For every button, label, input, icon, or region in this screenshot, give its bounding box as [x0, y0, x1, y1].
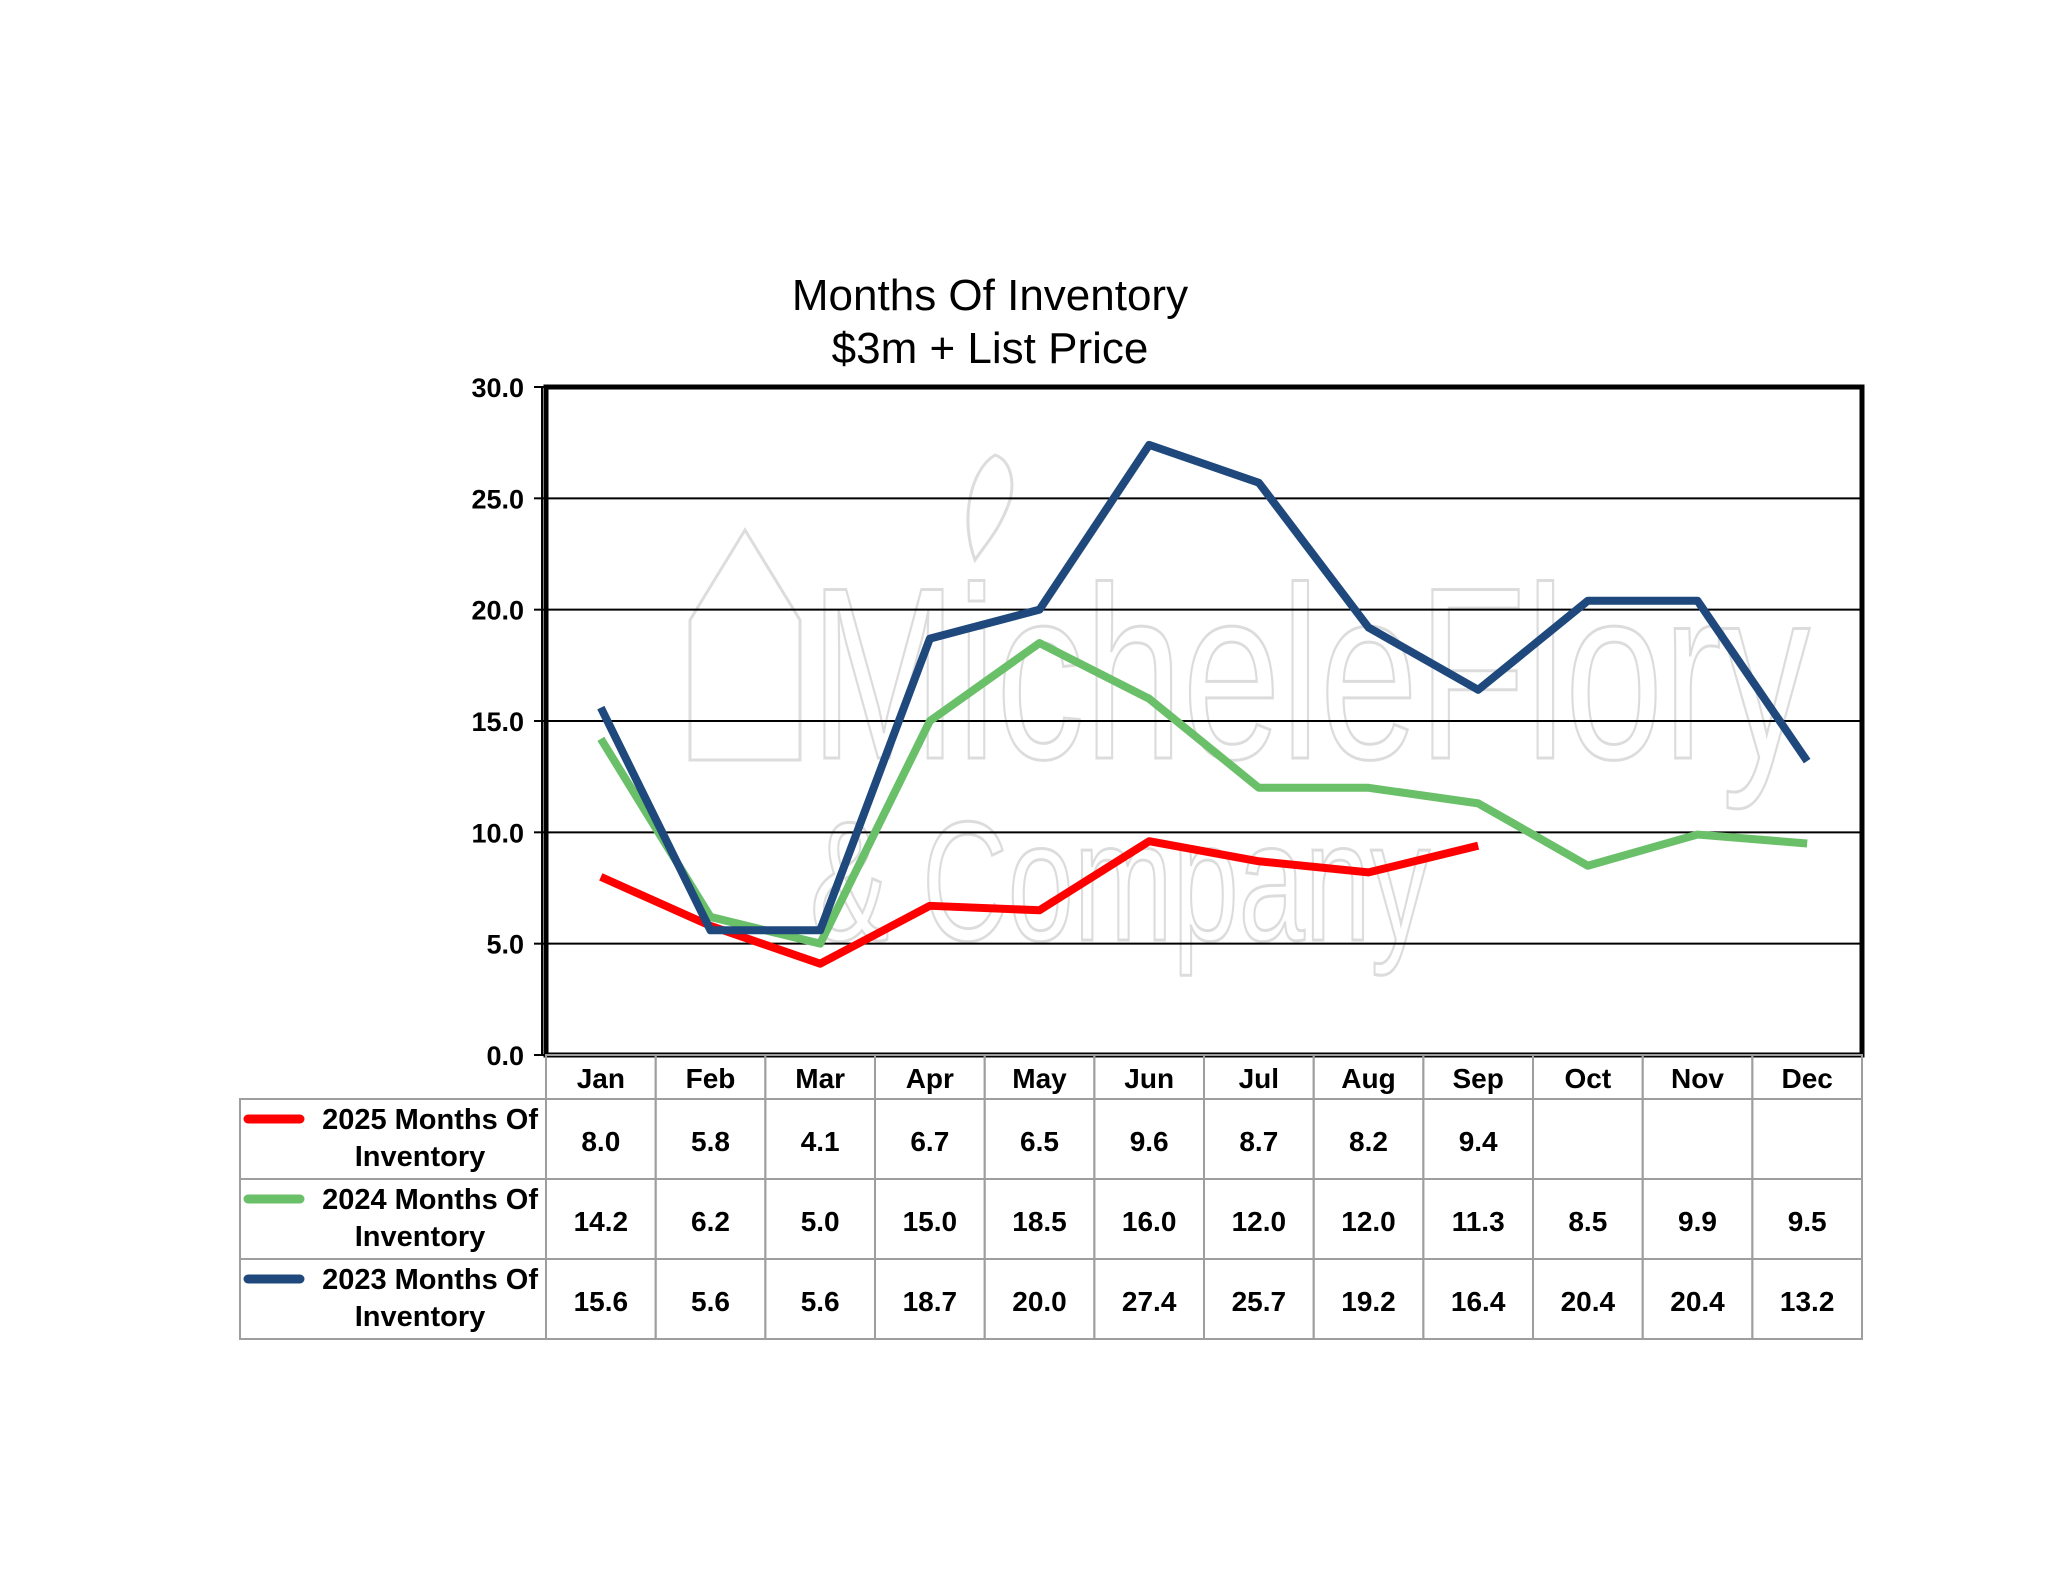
y-tick-label: 25.0	[471, 484, 524, 514]
series-lines	[597, 440, 1811, 968]
x-category-label: May	[1012, 1063, 1067, 1094]
x-category-label: Mar	[795, 1063, 845, 1094]
table-cell	[1641, 1098, 1754, 1180]
data-label: 11.3	[1452, 1206, 1505, 1237]
watermark-name: MicheleFlory	[810, 536, 1810, 810]
data-label: 4.1	[801, 1126, 840, 1157]
chart-title-line-1: Months Of Inventory	[792, 271, 1188, 320]
y-tick-label: 30.0	[471, 373, 524, 403]
legend-label: 2023 Months Of	[322, 1264, 538, 1296]
x-category-label: Jun	[1124, 1063, 1174, 1094]
data-label: 15.0	[903, 1206, 958, 1237]
data-label: 14.2	[574, 1206, 629, 1237]
x-category-label: Dec	[1781, 1063, 1832, 1094]
series-line-1	[599, 837, 1480, 968]
data-label: 5.8	[691, 1126, 730, 1157]
data-table: Jan Feb Mar Apr May Jun Jul Aug Sep Oct Nov Dec 2025…	[239, 1054, 1864, 1340]
series-line-3	[597, 440, 1811, 935]
data-label: 6.7	[910, 1126, 949, 1157]
table-cell	[1532, 1098, 1644, 1180]
data-label: 15.6	[574, 1286, 629, 1317]
watermark-logo: MicheleFlory & Company	[688, 453, 1812, 979]
series-line-2	[597, 639, 1808, 948]
table-cell	[1751, 1258, 1864, 1340]
table-cell	[1751, 1098, 1864, 1180]
x-category-label: Feb	[686, 1063, 736, 1094]
x-category-label: Jul	[1239, 1063, 1279, 1094]
data-label: 13.2	[1780, 1286, 1835, 1317]
watermark-house-icon	[688, 527, 802, 762]
data-label: 6.2	[691, 1206, 730, 1237]
x-category-label: Oct	[1564, 1063, 1611, 1094]
data-label: 20.0	[1012, 1286, 1067, 1317]
data-label: 20.4	[1561, 1286, 1616, 1317]
legend-label: Inventory	[355, 1221, 486, 1253]
data-label: 18.7	[903, 1286, 958, 1317]
data-label: 5.6	[801, 1286, 840, 1317]
y-tick-label: 20.0	[471, 596, 524, 626]
legend-label: 2025 Months Of	[322, 1104, 538, 1136]
data-label: 5.6	[691, 1286, 730, 1317]
data-label: 19.2	[1341, 1286, 1396, 1317]
data-label: 8.0	[581, 1126, 620, 1157]
data-label: 18.5	[1012, 1206, 1067, 1237]
data-label: 9.4	[1459, 1126, 1498, 1157]
data-label: 9.5	[1788, 1206, 1827, 1237]
y-axis-ticks: 0.0 5.0 10.0 15.0 20.0 25.0 30.0	[471, 373, 546, 1071]
data-label: 9.9	[1678, 1206, 1717, 1237]
data-label: 16.4	[1451, 1286, 1506, 1317]
legend-label: 2024 Months Of	[322, 1184, 538, 1216]
x-category-label: Apr	[906, 1063, 954, 1094]
data-label: 16.0	[1122, 1206, 1177, 1237]
x-category-label: Nov	[1671, 1063, 1724, 1094]
data-label: 12.0	[1232, 1206, 1287, 1237]
data-label: 8.7	[1239, 1126, 1278, 1157]
data-label: 8.2	[1349, 1126, 1388, 1157]
data-label: 9.6	[1130, 1126, 1169, 1157]
y-tick-label: 5.0	[486, 930, 524, 960]
legend-label: Inventory	[355, 1301, 486, 1333]
x-category-label: Sep	[1452, 1063, 1503, 1094]
y-tick-label: 15.0	[471, 707, 524, 737]
data-label: 8.5	[1568, 1206, 1607, 1237]
x-category-label: Aug	[1341, 1063, 1395, 1094]
watermark-leaf-icon	[966, 453, 1014, 564]
data-label: 12.0	[1341, 1206, 1396, 1237]
data-label: 20.4	[1670, 1286, 1725, 1317]
data-label: 5.0	[801, 1206, 840, 1237]
data-label: 25.7	[1232, 1286, 1287, 1317]
y-tick-label: 0.0	[486, 1041, 524, 1071]
watermark-company: & Company	[810, 787, 1430, 977]
data-label: 6.5	[1020, 1126, 1059, 1157]
x-category-label: Jan	[577, 1063, 625, 1094]
y-tick-label: 10.0	[471, 818, 524, 848]
chart-title-line-2: $3m + List Price	[832, 324, 1149, 373]
legend-label: Inventory	[355, 1141, 486, 1173]
data-label: 27.4	[1122, 1286, 1177, 1317]
